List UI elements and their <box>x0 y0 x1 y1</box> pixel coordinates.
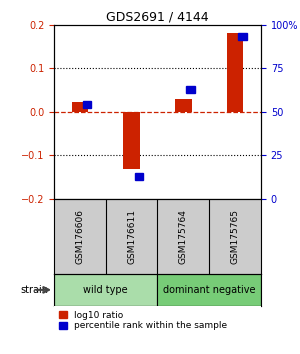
Text: dominant negative: dominant negative <box>163 285 256 295</box>
Text: GSM176611: GSM176611 <box>127 209 136 264</box>
Bar <box>123 112 140 169</box>
Text: GSM175764: GSM175764 <box>179 209 188 264</box>
Title: GDS2691 / 4144: GDS2691 / 4144 <box>106 11 209 24</box>
Bar <box>227 34 243 112</box>
Legend: log10 ratio, percentile rank within the sample: log10 ratio, percentile rank within the … <box>58 310 227 330</box>
Bar <box>175 99 192 112</box>
Bar <box>238 34 247 40</box>
Bar <box>83 102 91 108</box>
Text: strain: strain <box>21 285 49 295</box>
Bar <box>187 86 195 93</box>
Bar <box>54 274 158 306</box>
Text: GSM175765: GSM175765 <box>231 209 240 264</box>
Text: GSM176606: GSM176606 <box>75 209 84 264</box>
Bar <box>158 274 261 306</box>
Bar <box>135 173 143 180</box>
Text: wild type: wild type <box>83 285 128 295</box>
Bar <box>72 102 88 112</box>
